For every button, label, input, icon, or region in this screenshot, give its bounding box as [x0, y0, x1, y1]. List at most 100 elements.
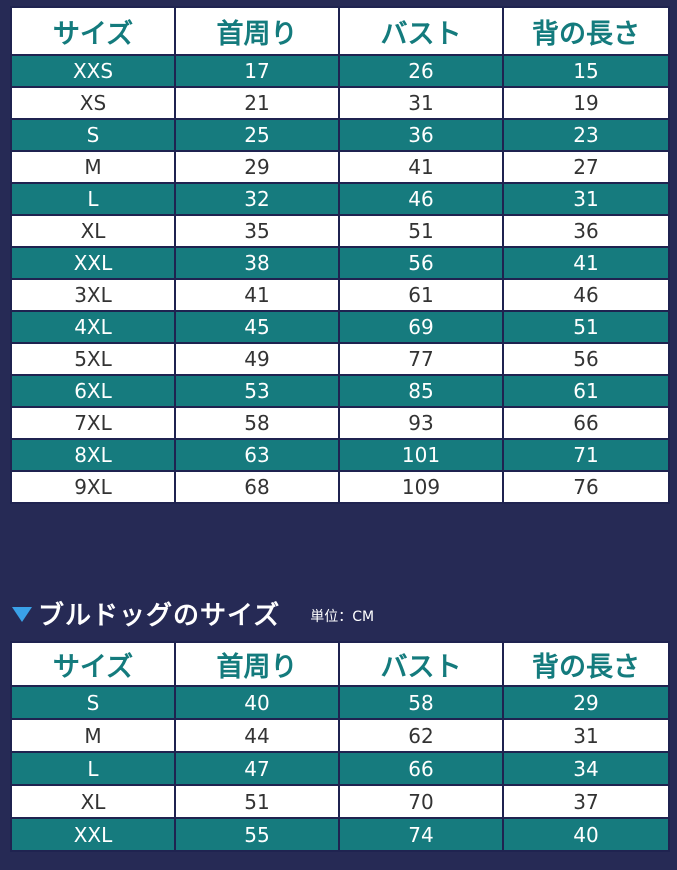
- table-row: 5XL 49 77 56: [10, 342, 670, 376]
- header-size: サイズ: [10, 6, 176, 56]
- cell-back-length: 56: [502, 342, 670, 376]
- cell-size: 8XL: [10, 438, 176, 472]
- cell-chest: 93: [338, 406, 504, 440]
- header-back-length: 背の長さ: [502, 6, 670, 56]
- table-header-row: サイズ 首周り バスト 背の長さ: [10, 6, 670, 56]
- cell-chest: 51: [338, 214, 504, 248]
- cell-neck: 32: [174, 182, 340, 216]
- table-header-row: サイズ 首周り バスト 背の長さ: [10, 641, 670, 687]
- cell-neck: 29: [174, 150, 340, 184]
- cell-size: 3XL: [10, 278, 176, 312]
- table-body: S 40 58 29 M 44 62 31 L 47 66 34 XL 51 70 37 XXL 55 74 40: [10, 685, 670, 852]
- cell-size: M: [10, 150, 176, 184]
- cell-neck: 55: [174, 817, 340, 852]
- cell-back-length: 31: [502, 182, 670, 216]
- cell-size: 6XL: [10, 374, 176, 408]
- cell-back-length: 66: [502, 406, 670, 440]
- cell-back-length: 76: [502, 470, 670, 504]
- table-row: XXL 38 56 41: [10, 246, 670, 280]
- cell-back-length: 41: [502, 246, 670, 280]
- cell-size: 9XL: [10, 470, 176, 504]
- cell-chest: 31: [338, 86, 504, 120]
- cell-neck: 41: [174, 278, 340, 312]
- table-row: XXL 55 74 40: [10, 817, 670, 852]
- cell-chest: 66: [338, 751, 504, 786]
- cell-back-length: 40: [502, 817, 670, 852]
- cell-neck: 47: [174, 751, 340, 786]
- cell-chest: 46: [338, 182, 504, 216]
- table-row: S 25 36 23: [10, 118, 670, 152]
- cell-chest: 109: [338, 470, 504, 504]
- header-chest: バスト: [338, 6, 504, 56]
- header-neck: 首周り: [174, 6, 340, 56]
- cell-chest: 69: [338, 310, 504, 344]
- cell-neck: 38: [174, 246, 340, 280]
- cell-neck: 53: [174, 374, 340, 408]
- table-row: 6XL 53 85 61: [10, 374, 670, 408]
- table-row: M 29 41 27: [10, 150, 670, 184]
- cell-chest: 85: [338, 374, 504, 408]
- cell-back-length: 36: [502, 214, 670, 248]
- triangle-down-icon: [12, 606, 32, 622]
- cell-neck: 17: [174, 54, 340, 88]
- cell-neck: 49: [174, 342, 340, 376]
- table-row: L 47 66 34: [10, 751, 670, 786]
- cell-size: 4XL: [10, 310, 176, 344]
- unit-label: 単位：CM: [310, 609, 375, 625]
- cell-back-length: 34: [502, 751, 670, 786]
- cell-neck: 63: [174, 438, 340, 472]
- cell-back-length: 29: [502, 685, 670, 720]
- cell-back-length: 15: [502, 54, 670, 88]
- cell-chest: 56: [338, 246, 504, 280]
- table-row: 7XL 58 93 66: [10, 406, 670, 440]
- cell-neck: 45: [174, 310, 340, 344]
- size-table-bulldog: サイズ 首周り バスト 背の長さ S 40 58 29 M 44 62 31 L 47 66 34 XL…: [10, 641, 670, 852]
- size-table-main: サイズ 首周り バスト 背の長さ XXS 17 26 15 XS 21 31 19 S 25 36 2…: [10, 6, 670, 504]
- cell-back-length: 31: [502, 718, 670, 753]
- cell-back-length: 46: [502, 278, 670, 312]
- cell-back-length: 61: [502, 374, 670, 408]
- cell-neck: 44: [174, 718, 340, 753]
- cell-chest: 101: [338, 438, 504, 472]
- header-back-length: 背の長さ: [502, 641, 670, 687]
- table-row: 4XL 45 69 51: [10, 310, 670, 344]
- cell-neck: 25: [174, 118, 340, 152]
- cell-chest: 77: [338, 342, 504, 376]
- header-neck: 首周り: [174, 641, 340, 687]
- cell-chest: 61: [338, 278, 504, 312]
- table-row: XS 21 31 19: [10, 86, 670, 120]
- table-row: 9XL 68 109 76: [10, 470, 670, 504]
- cell-chest: 26: [338, 54, 504, 88]
- cell-size: L: [10, 182, 176, 216]
- cell-size: 5XL: [10, 342, 176, 376]
- cell-neck: 51: [174, 784, 340, 819]
- table-row: S 40 58 29: [10, 685, 670, 720]
- cell-neck: 58: [174, 406, 340, 440]
- cell-chest: 41: [338, 150, 504, 184]
- cell-chest: 74: [338, 817, 504, 852]
- cell-size: S: [10, 685, 176, 720]
- cell-back-length: 37: [502, 784, 670, 819]
- table-row: XL 35 51 36: [10, 214, 670, 248]
- table-row: M 44 62 31: [10, 718, 670, 753]
- cell-size: XL: [10, 214, 176, 248]
- cell-size: XS: [10, 86, 176, 120]
- cell-chest: 70: [338, 784, 504, 819]
- cell-back-length: 23: [502, 118, 670, 152]
- cell-size: 7XL: [10, 406, 176, 440]
- cell-chest: 58: [338, 685, 504, 720]
- cell-size: XXL: [10, 817, 176, 852]
- header-chest: バスト: [338, 641, 504, 687]
- cell-size: XXL: [10, 246, 176, 280]
- cell-size: XL: [10, 784, 176, 819]
- table-row: XXS 17 26 15: [10, 54, 670, 88]
- cell-chest: 62: [338, 718, 504, 753]
- header-size: サイズ: [10, 641, 176, 687]
- table-row: 8XL 63 101 71: [10, 438, 670, 472]
- table-row: L 32 46 31: [10, 182, 670, 216]
- table-row: 3XL 41 61 46: [10, 278, 670, 312]
- cell-chest: 36: [338, 118, 504, 152]
- cell-size: S: [10, 118, 176, 152]
- table-body: XXS 17 26 15 XS 21 31 19 S 25 36 23 M 29 41 27 L 32 46 31 XL…: [10, 54, 670, 504]
- cell-back-length: 27: [502, 150, 670, 184]
